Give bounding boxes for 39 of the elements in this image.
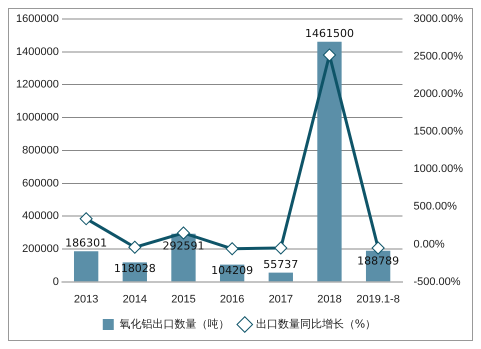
- y2-tick-label: 2500.00%: [413, 50, 464, 63]
- y-tick-label: 400000: [22, 210, 59, 222]
- y2-tick-label: 3000.00%: [413, 13, 464, 26]
- point: [322, 48, 336, 62]
- x-tick-label: 2018: [317, 293, 342, 306]
- y-tick-label: 0: [52, 276, 59, 288]
- legend-label: 氧化铝出口数量（吨）: [119, 317, 230, 330]
- x-tick-label: 2016: [220, 293, 244, 306]
- y-tick-label: 1200000: [16, 78, 59, 91]
- point: [176, 226, 190, 240]
- y2-tick-label: 1500.00%: [413, 126, 464, 138]
- x-tick-label: 2019.1-8: [356, 293, 400, 306]
- point: [274, 242, 288, 255]
- y2-tick-label: -500.00%: [413, 276, 461, 288]
- point: [128, 240, 142, 254]
- y-tick-label: 1400000: [16, 46, 59, 58]
- y2-tick-label: 1000.00%: [413, 163, 464, 176]
- data-label: 186301: [65, 236, 108, 250]
- y-tick-label: 800000: [22, 144, 59, 156]
- bar: [74, 251, 98, 282]
- x-tick-label: 2014: [122, 293, 148, 306]
- y-tick-label: 600000: [22, 177, 59, 190]
- point: [80, 212, 93, 226]
- y-tick-label: 1600000: [16, 13, 59, 26]
- point: [226, 242, 239, 256]
- point: [372, 242, 385, 255]
- x-tick-label: 2015: [171, 293, 196, 306]
- bar: [268, 272, 293, 282]
- y-tick-label: 1000000: [16, 112, 59, 124]
- data-label: 55737: [263, 258, 298, 272]
- legend-label: 出口数量同比增长（%）: [256, 317, 376, 330]
- y-tick-label: 200000: [22, 242, 59, 255]
- y2-tick-label: 0.00%: [413, 238, 445, 250]
- x-tick-label: 2013: [74, 293, 98, 306]
- y2-tick-label: 2000.00%: [413, 88, 464, 100]
- data-label: 1461500: [304, 27, 354, 40]
- x-tick-label: 2017: [268, 293, 294, 306]
- bar: [317, 42, 342, 282]
- y2-tick-label: 500.00%: [413, 200, 458, 213]
